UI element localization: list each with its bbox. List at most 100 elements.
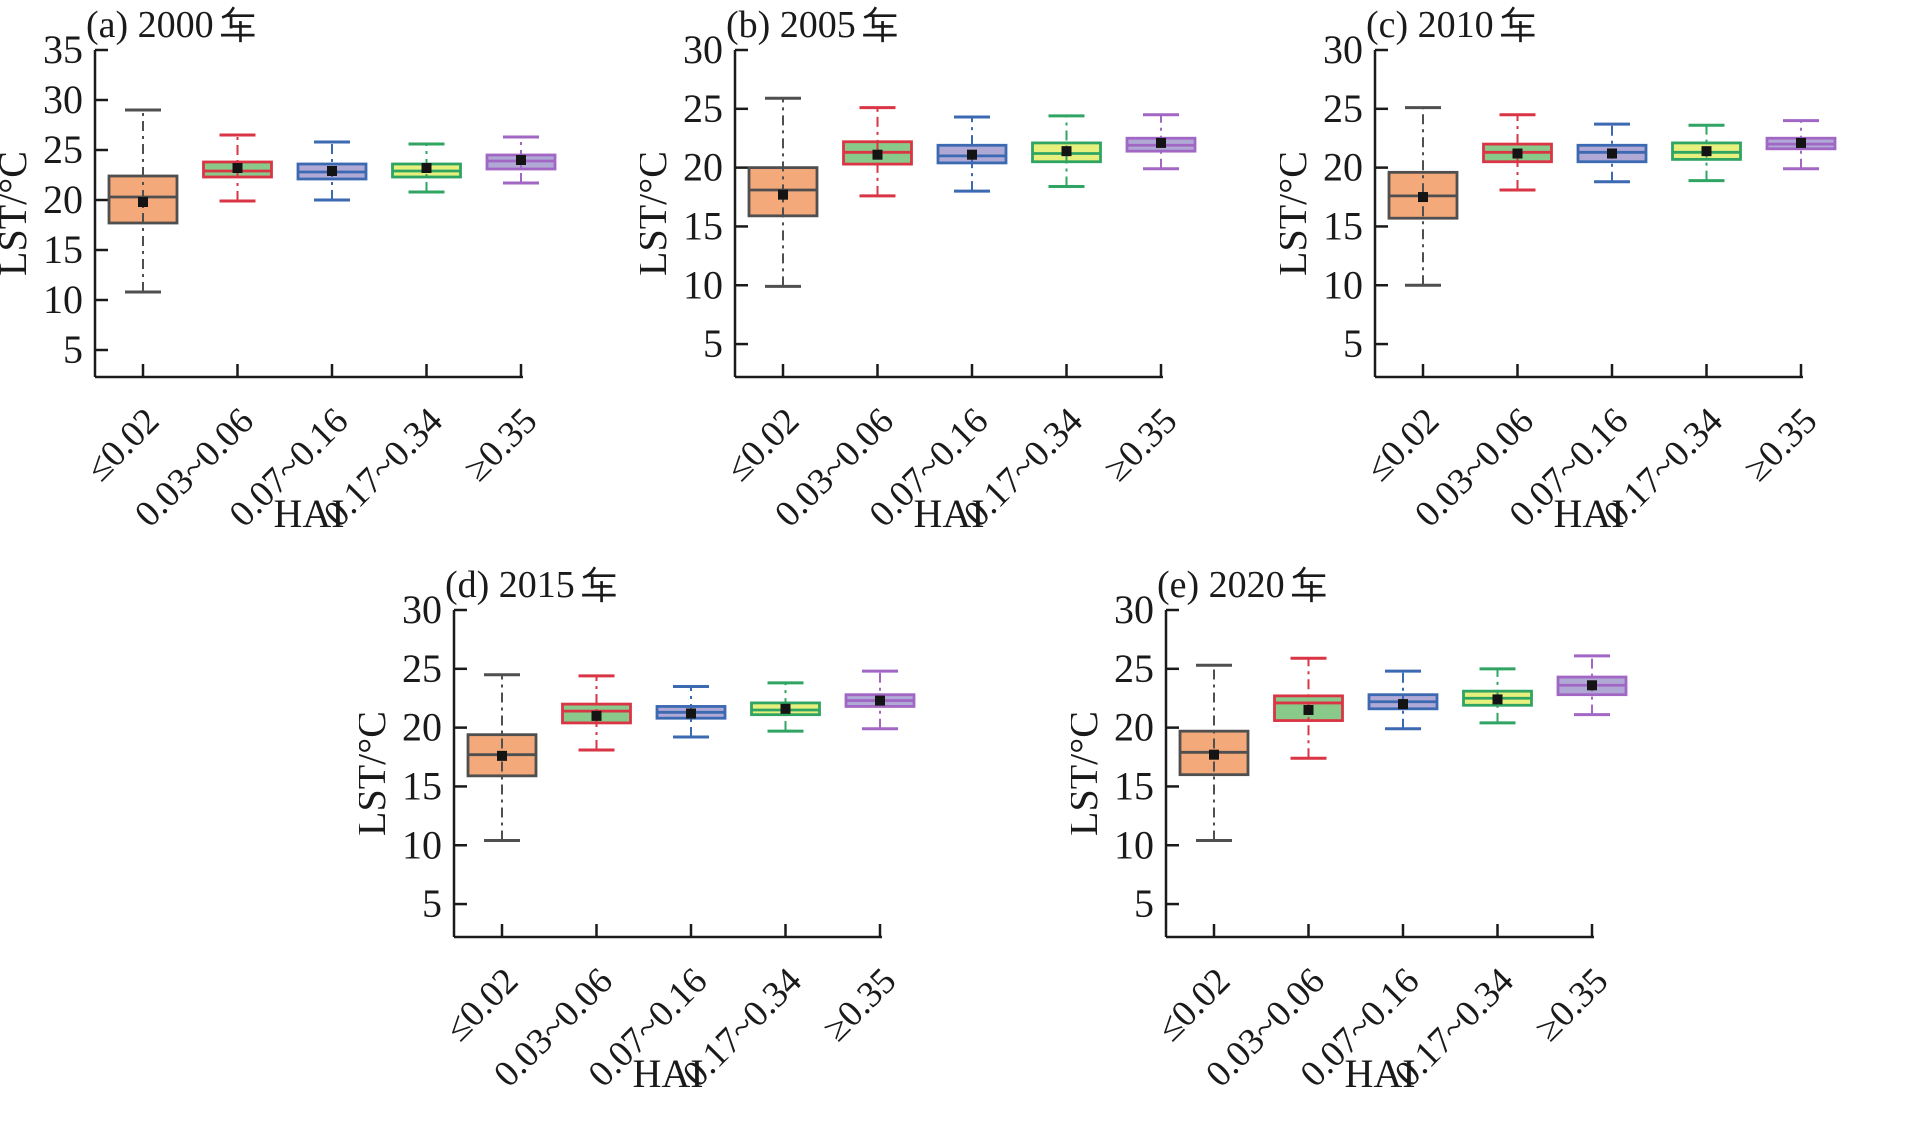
panel-title: (e) 2020 <box>1157 564 1285 606</box>
x-axis-title: HAI <box>1553 491 1624 536</box>
mean-marker <box>967 149 977 160</box>
y-tick-label: 10 <box>43 277 83 322</box>
year-glyph-stroke <box>863 6 878 19</box>
y-tick-label: 15 <box>402 763 442 808</box>
year-glyph-stroke <box>1501 6 1515 19</box>
x-tick-label: ≤0.02 <box>78 400 167 489</box>
box-group-5 <box>1125 113 1197 171</box>
box-group-1 <box>1387 106 1459 287</box>
y-axis-title: LST/°C <box>640 151 675 276</box>
box-group-3 <box>1367 669 1439 731</box>
chart-panel-a: (a) 2000 5 10 15 20 25 30 35 ≤0.02 0.03~0.06 0.07~… <box>0 0 640 560</box>
y-axis-title: LST/°C <box>1071 711 1106 836</box>
year-glyph-stroke <box>221 6 235 19</box>
y-tick-label: 10 <box>1114 822 1154 867</box>
box-group-4 <box>1031 114 1102 188</box>
year-character-glyph <box>221 6 255 43</box>
y-tick-label: 30 <box>683 27 723 72</box>
mean-marker <box>1209 749 1219 760</box>
box-border <box>202 160 273 179</box>
x-tick-label: ≥0.35 <box>1527 960 1616 1049</box>
mean-marker <box>875 695 885 706</box>
y-tick-label: 5 <box>63 327 83 372</box>
x-tick-label: ≥0.35 <box>1096 400 1185 489</box>
box-group-5 <box>1556 654 1628 717</box>
boxplot-svg-c: (c) 201051015202530≤0.020.03~0.060.07~0.… <box>1280 4 1837 536</box>
box-group-5 <box>1765 119 1837 171</box>
chart-panel-e: (e) 2020 5 10 15 20 25 30 ≤0.02 0.03~0.06 0.07~0.… <box>1071 560 1711 1120</box>
year-character-glyph <box>863 6 897 43</box>
box-group-4 <box>750 681 821 733</box>
mean-marker <box>1796 137 1806 148</box>
y-tick-label: 30 <box>1114 587 1154 632</box>
y-tick-label: 10 <box>683 262 723 307</box>
y-tick-label: 5 <box>422 881 442 926</box>
y-tick-label: 25 <box>1114 646 1154 691</box>
box-border <box>561 702 632 725</box>
mean-marker <box>1398 699 1408 710</box>
panel-title: (a) 2000 <box>86 4 214 46</box>
y-tick-label: 10 <box>1323 262 1363 307</box>
box-group-5 <box>485 135 557 185</box>
x-tick-label: ≥0.35 <box>815 960 904 1049</box>
figure-row-bottom: (d) 2015 5 10 15 20 25 30 ≤0.02 0.03~0.06 0.07~0.… <box>0 560 1920 1120</box>
y-tick-label: 25 <box>683 86 723 131</box>
box-border <box>747 166 819 218</box>
mean-marker <box>327 166 337 176</box>
y-tick-label: 25 <box>402 646 442 691</box>
y-tick-label: 15 <box>683 203 723 248</box>
y-tick-label: 30 <box>1323 27 1363 72</box>
box-group-3 <box>936 115 1008 193</box>
boxplot-svg-b: (b) 200551015202530≤0.020.03~0.060.07~0.… <box>640 4 1197 536</box>
mean-marker <box>591 710 602 721</box>
y-tick-label: 25 <box>43 127 83 172</box>
chart-panel-b: (b) 2005 5 10 15 20 25 30 ≤0.02 0.03~0.06 0.07~0.… <box>640 0 1280 560</box>
x-tick-label: ≤0.02 <box>1149 960 1238 1049</box>
box-group-4 <box>391 142 462 194</box>
y-tick-label: 20 <box>683 145 723 190</box>
y-tick-label: 15 <box>43 227 83 272</box>
y-tick-label: 20 <box>43 177 83 222</box>
panel-title: (c) 2010 <box>1366 4 1494 46</box>
box-group-1 <box>747 96 819 288</box>
mean-marker <box>872 149 883 160</box>
mean-marker <box>1418 192 1428 203</box>
y-tick-label: 15 <box>1114 763 1154 808</box>
mean-marker <box>138 197 148 207</box>
y-tick-label: 5 <box>1134 881 1154 926</box>
box-group-2 <box>202 133 273 203</box>
x-tick-label: ≤0.02 <box>718 400 807 489</box>
mean-marker <box>780 703 791 714</box>
x-axis-title: HAI <box>273 491 344 536</box>
box-group-2 <box>1482 113 1553 192</box>
x-axis-title: HAI <box>913 491 984 536</box>
year-character-glyph <box>582 566 616 603</box>
y-axis-title: LST/°C <box>0 151 35 276</box>
y-tick-label: 35 <box>43 27 83 72</box>
y-tick-label: 30 <box>43 77 83 122</box>
mean-marker <box>778 189 788 200</box>
y-axis-title: LST/°C <box>359 711 394 836</box>
y-axis-title: LST/°C <box>1280 151 1315 276</box>
boxplot-svg-e: (e) 202051015202530≤0.020.03~0.060.07~0.… <box>1071 564 1628 1096</box>
y-tick-label: 20 <box>402 705 442 750</box>
boxplot-svg-a: (a) 20005101520253035≤0.020.03~0.060.07~… <box>0 4 557 536</box>
y-tick-label: 5 <box>703 321 723 366</box>
mean-marker <box>1061 146 1072 157</box>
mean-marker <box>1607 148 1617 159</box>
box-group-1 <box>107 108 179 294</box>
box-border <box>107 174 179 225</box>
box-group-3 <box>655 684 727 739</box>
year-character-glyph <box>1292 566 1326 603</box>
box-group-2 <box>561 674 632 752</box>
box-group-3 <box>296 140 368 202</box>
x-tick-label: ≥0.35 <box>1736 400 1825 489</box>
box-group-2 <box>1273 656 1344 760</box>
mean-marker <box>1492 694 1503 705</box>
x-axis-title: HAI <box>1344 1051 1415 1096</box>
box-group-5 <box>844 669 916 731</box>
x-tick-label: ≥0.35 <box>456 400 545 489</box>
mean-marker <box>1701 146 1712 157</box>
y-tick-label: 20 <box>1114 705 1154 750</box>
